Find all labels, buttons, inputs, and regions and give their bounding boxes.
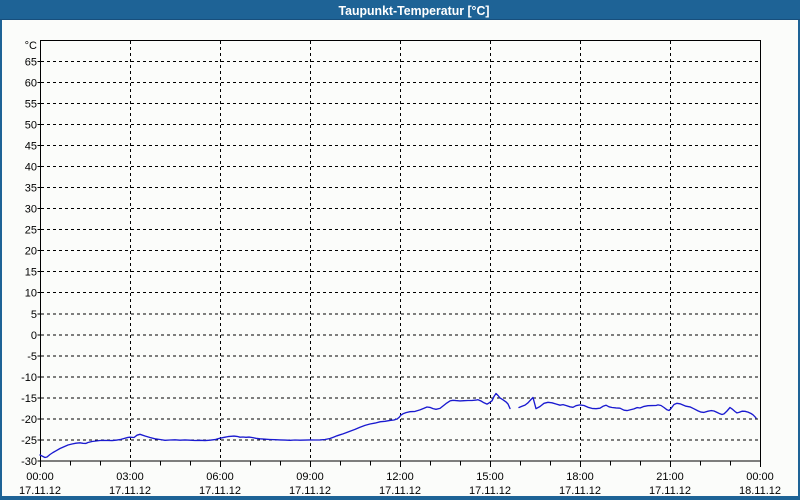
- svg-text:0: 0: [31, 330, 37, 342]
- svg-text:50: 50: [25, 120, 37, 132]
- svg-text:Taupunkt-Temperatur [°C]: Taupunkt-Temperatur [°C]: [339, 3, 490, 18]
- svg-text:17.11.12: 17.11.12: [649, 485, 691, 497]
- svg-text:21:00: 21:00: [656, 471, 684, 483]
- svg-text:06:00: 06:00: [206, 471, 234, 483]
- svg-text:40: 40: [25, 162, 37, 174]
- svg-text:-15: -15: [21, 393, 37, 405]
- svg-text:00:00: 00:00: [26, 471, 54, 483]
- svg-text:00:00: 00:00: [746, 471, 774, 483]
- svg-text:15:00: 15:00: [476, 471, 504, 483]
- svg-text:17.11.12: 17.11.12: [199, 485, 241, 497]
- svg-text:20: 20: [25, 246, 37, 258]
- svg-text:-10: -10: [21, 372, 37, 384]
- svg-text:5: 5: [31, 309, 37, 321]
- svg-text:55: 55: [25, 99, 37, 111]
- svg-text:45: 45: [25, 141, 37, 153]
- svg-text:35: 35: [25, 183, 37, 195]
- svg-text:°C: °C: [25, 40, 37, 52]
- svg-text:17.11.12: 17.11.12: [19, 485, 61, 497]
- svg-text:17.11.12: 17.11.12: [379, 485, 421, 497]
- svg-text:-5: -5: [27, 351, 37, 363]
- svg-text:09:00: 09:00: [296, 471, 324, 483]
- svg-text:17.11.12: 17.11.12: [559, 485, 601, 497]
- svg-text:17.11.12: 17.11.12: [469, 485, 511, 497]
- svg-text:65: 65: [25, 57, 37, 69]
- svg-text:60: 60: [25, 78, 37, 90]
- svg-text:-25: -25: [21, 435, 37, 447]
- svg-text:03:00: 03:00: [116, 471, 144, 483]
- svg-text:-20: -20: [21, 414, 37, 426]
- svg-text:15: 15: [25, 267, 37, 279]
- svg-text:17.11.12: 17.11.12: [109, 485, 151, 497]
- svg-text:17.11.12: 17.11.12: [289, 485, 331, 497]
- svg-text:30: 30: [25, 204, 37, 216]
- svg-text:18:00: 18:00: [566, 471, 594, 483]
- svg-text:12:00: 12:00: [386, 471, 414, 483]
- svg-text:25: 25: [25, 225, 37, 237]
- svg-text:-30: -30: [21, 456, 37, 468]
- svg-text:18.11.12: 18.11.12: [739, 485, 781, 497]
- svg-text:10: 10: [25, 288, 37, 300]
